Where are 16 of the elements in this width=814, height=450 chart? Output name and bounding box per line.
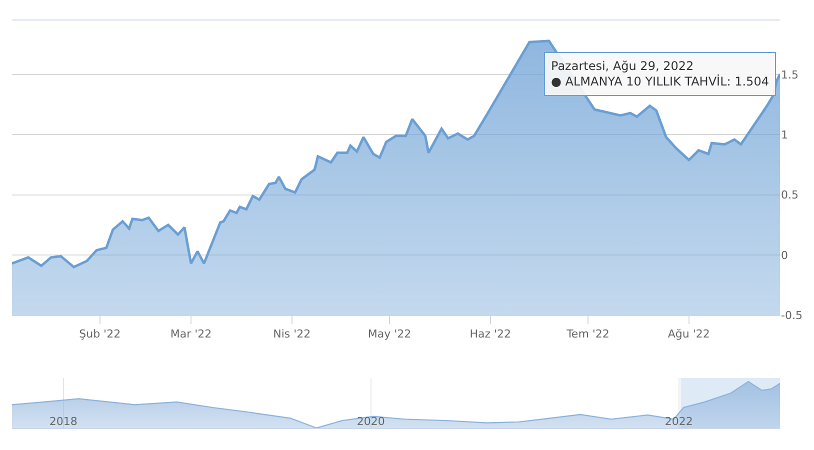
x-tick-label: 2018	[49, 415, 78, 428]
y-tick-label: 0.5	[781, 188, 798, 202]
x-tick-label: 2022	[664, 415, 693, 428]
annotation: Pazartesi, Ağu 29, 2022 ● ALMANYA 10 YILLIK TAHVİL: 1.504	[551, 59, 769, 89]
x-tick-label: May '22	[368, 327, 412, 340]
y-tick-label: 0	[781, 248, 788, 262]
x-tick-label: Şub '22	[79, 327, 121, 340]
x-tick-label: Nis '22	[273, 327, 311, 340]
y-tick-label: 1	[781, 128, 788, 142]
y-tick-label: -0.5	[781, 308, 802, 322]
x-tick-label: Haz '22	[470, 327, 512, 340]
x-tick-label: Mar '22	[170, 327, 212, 340]
x-tick-label: 2020	[356, 415, 385, 428]
y-tick-label: 1.5	[781, 68, 798, 82]
x-tick-label: Ağu '22	[668, 327, 710, 340]
x-tick-label: Tem '22	[566, 327, 610, 340]
